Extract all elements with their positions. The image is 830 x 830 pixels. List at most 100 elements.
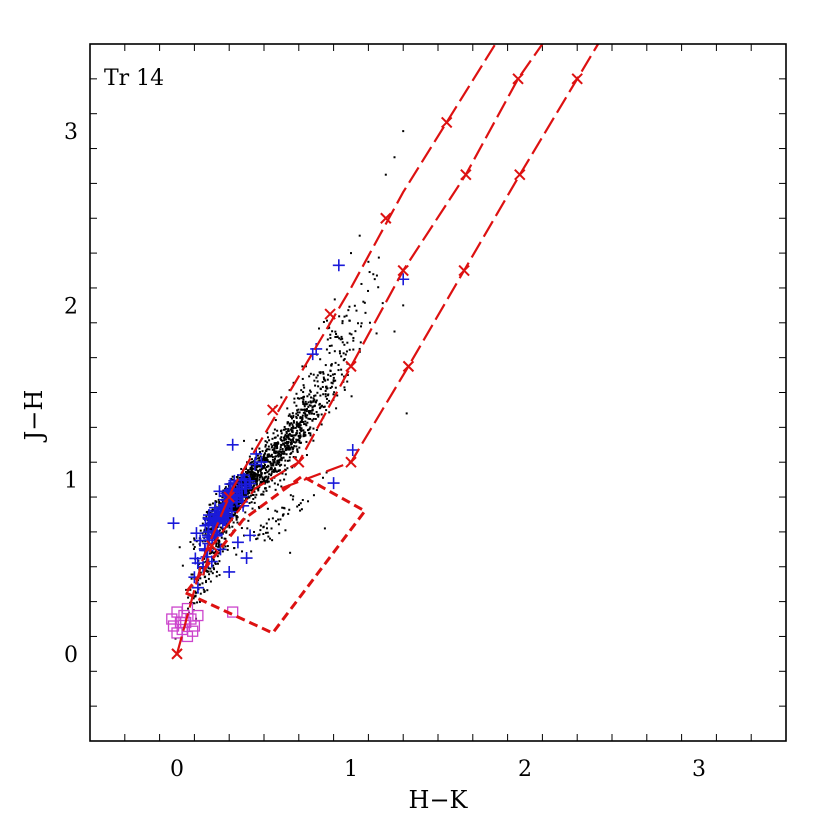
data-point — [281, 447, 284, 450]
data-point — [252, 475, 255, 478]
data-point — [233, 509, 236, 512]
data-point — [286, 459, 289, 462]
data-point — [222, 547, 225, 550]
data-point — [198, 600, 201, 603]
data-point — [251, 474, 254, 477]
data-point — [236, 521, 239, 524]
data-point — [304, 415, 307, 418]
data-point — [270, 474, 273, 477]
data-point — [236, 476, 239, 479]
data-point — [307, 500, 310, 503]
data-point — [325, 319, 328, 322]
plus-point — [240, 552, 253, 565]
data-point — [251, 486, 254, 489]
data-point — [340, 368, 343, 371]
data-point — [308, 427, 311, 430]
data-point — [275, 455, 278, 458]
data-point — [270, 443, 273, 446]
data-point — [346, 341, 349, 344]
data-point — [263, 456, 266, 459]
data-point — [302, 434, 305, 437]
data-point — [254, 472, 257, 475]
data-point — [216, 562, 219, 565]
data-point — [280, 432, 283, 435]
plus-point — [225, 505, 238, 518]
data-point — [309, 390, 312, 393]
data-point — [259, 455, 262, 458]
data-point — [288, 438, 291, 441]
data-point — [246, 527, 249, 530]
data-point — [314, 394, 317, 397]
data-point — [279, 437, 282, 440]
data-point — [232, 521, 235, 524]
data-point — [286, 442, 289, 445]
data-point — [261, 478, 264, 481]
data-point — [313, 412, 316, 415]
data-point — [190, 577, 193, 580]
data-point — [269, 467, 272, 470]
plus-point — [226, 438, 239, 451]
data-point — [264, 487, 267, 490]
data-point — [393, 330, 396, 333]
data-point — [276, 434, 279, 437]
data-point — [333, 350, 336, 353]
data-point — [311, 419, 314, 422]
data-point — [244, 467, 247, 470]
data-point — [303, 405, 306, 408]
data-point — [264, 444, 267, 447]
data-point — [246, 492, 249, 495]
data-point — [352, 339, 355, 342]
data-point — [273, 461, 276, 464]
data-point — [220, 543, 223, 546]
data-point — [218, 529, 221, 532]
square-point — [187, 625, 199, 637]
data-point — [363, 301, 366, 304]
data-point — [270, 472, 273, 475]
data-point — [295, 433, 298, 436]
data-point — [264, 452, 267, 455]
plus-point — [248, 458, 261, 471]
data-point — [304, 420, 307, 423]
data-point — [281, 450, 284, 453]
data-point — [276, 483, 279, 486]
data-point — [193, 602, 196, 605]
plus-point — [306, 348, 319, 361]
data-point — [264, 458, 267, 461]
data-point — [254, 468, 257, 471]
data-point — [271, 437, 274, 440]
data-point — [298, 432, 301, 435]
data-point — [267, 518, 270, 521]
data-point — [342, 352, 345, 355]
data-point — [252, 485, 255, 488]
data-point — [218, 500, 221, 503]
data-point — [266, 436, 269, 439]
data-point — [194, 595, 197, 598]
data-point — [303, 423, 306, 426]
data-point — [305, 440, 308, 443]
data-point — [255, 538, 258, 541]
data-point — [277, 469, 280, 472]
data-point — [304, 403, 307, 406]
data-point — [273, 482, 276, 485]
data-point — [338, 315, 341, 318]
reddening-cross — [293, 456, 305, 468]
data-point — [302, 402, 305, 405]
data-point — [225, 523, 228, 526]
data-point — [255, 483, 258, 486]
data-point — [309, 410, 312, 413]
data-point — [246, 496, 249, 499]
data-point — [334, 335, 337, 338]
data-point — [275, 441, 278, 444]
data-point — [311, 409, 314, 412]
data-point — [323, 527, 326, 530]
data-point — [295, 425, 298, 428]
data-point — [284, 428, 287, 431]
plus-point — [231, 536, 244, 549]
data-point — [257, 457, 260, 460]
data-point — [287, 429, 290, 432]
data-point — [338, 350, 341, 353]
data-point — [288, 413, 291, 416]
data-point — [181, 564, 184, 567]
data-point — [240, 467, 243, 470]
data-point — [353, 304, 356, 307]
